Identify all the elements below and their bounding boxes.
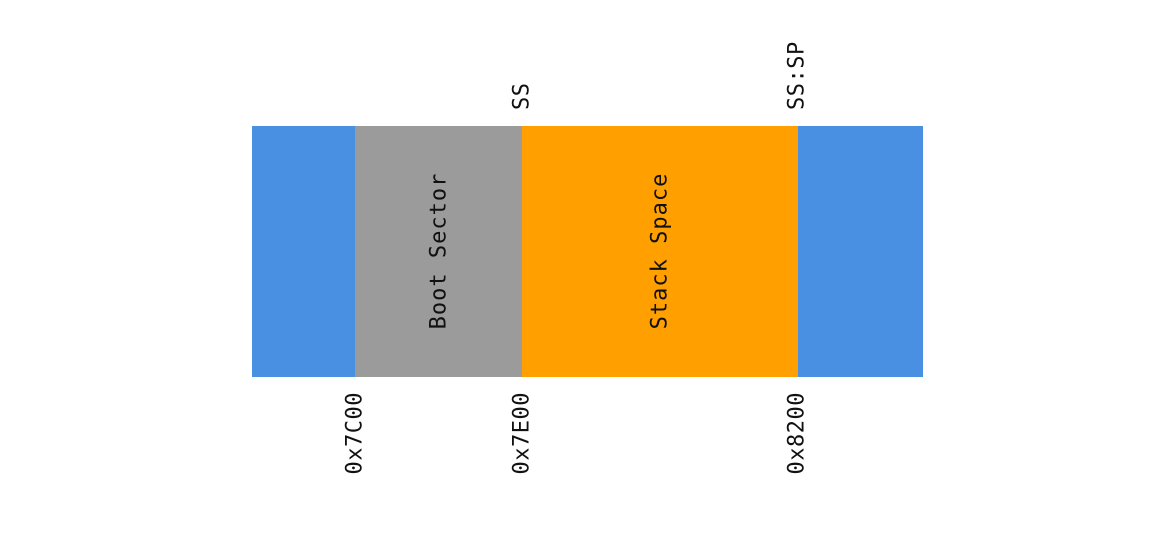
boot-sector-label: Boot Sector bbox=[427, 173, 452, 330]
ss-label: SS bbox=[510, 83, 535, 111]
address-0x7e00-label: 0x7E00 bbox=[510, 392, 535, 474]
right-memory-block bbox=[798, 126, 923, 377]
stack-space-block bbox=[522, 126, 798, 377]
address-0x7c00-label: 0x7C00 bbox=[343, 392, 368, 474]
address-0x8200-label: 0x8200 bbox=[785, 392, 810, 474]
left-memory-block bbox=[252, 126, 355, 377]
ss-sp-label: SS:SP bbox=[785, 41, 810, 110]
boot-sector-block bbox=[355, 126, 522, 377]
stack-space-label: Stack Space bbox=[648, 173, 673, 330]
